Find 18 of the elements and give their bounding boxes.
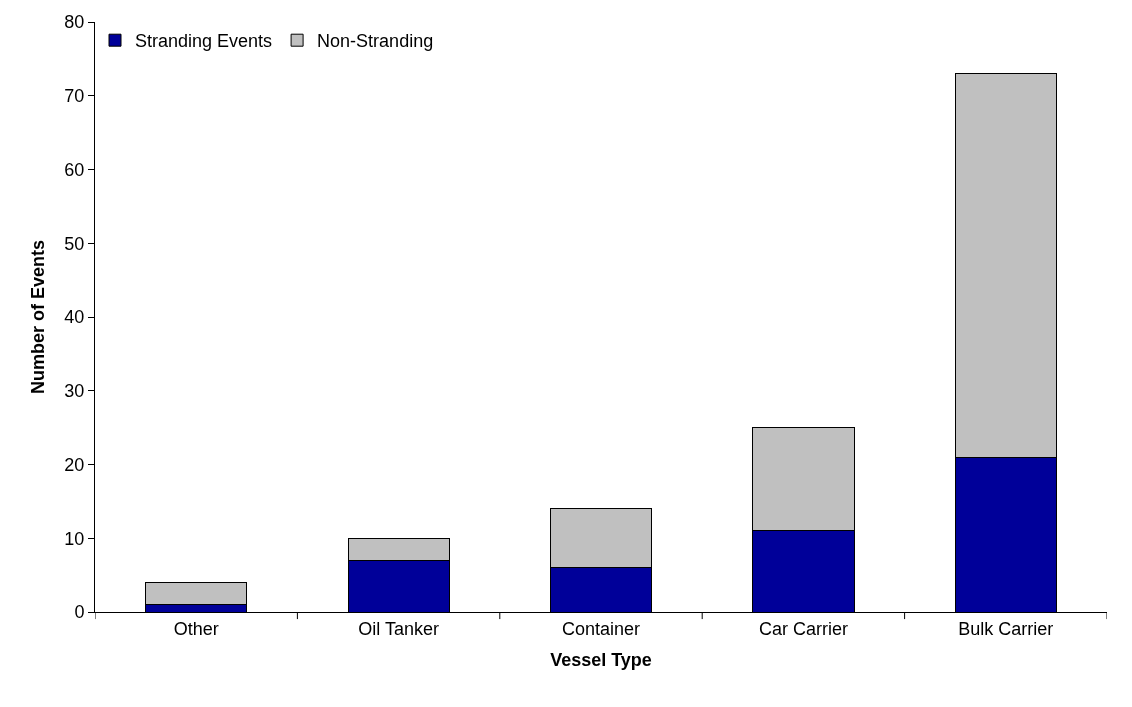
y-tick-label: 30 [64,381,85,402]
y-tick-label: 60 [64,159,85,180]
y-tick-label: 40 [64,307,85,328]
legend-label: Non-Stranding [317,31,434,52]
x-axis-title: Vessel Type [550,649,652,670]
y-tick-label: 0 [74,602,85,623]
y-tick-label: 20 [64,454,85,475]
x-tick-label: Container [561,618,641,639]
y-axis-title: Number of Events [27,239,48,395]
x-tick-label: Other [173,618,219,639]
legend-label: Stranding Events [135,31,273,52]
y-tick-label: 50 [64,233,85,254]
x-tick-label: Car Carrier [758,618,848,639]
y-tick-label: 10 [64,528,85,549]
x-tick-label: Oil Tanker [358,618,439,639]
y-tick-label: 80 [64,12,85,33]
y-tick-label: 70 [64,86,85,107]
x-tick-label: Bulk Carrier [958,618,1054,639]
